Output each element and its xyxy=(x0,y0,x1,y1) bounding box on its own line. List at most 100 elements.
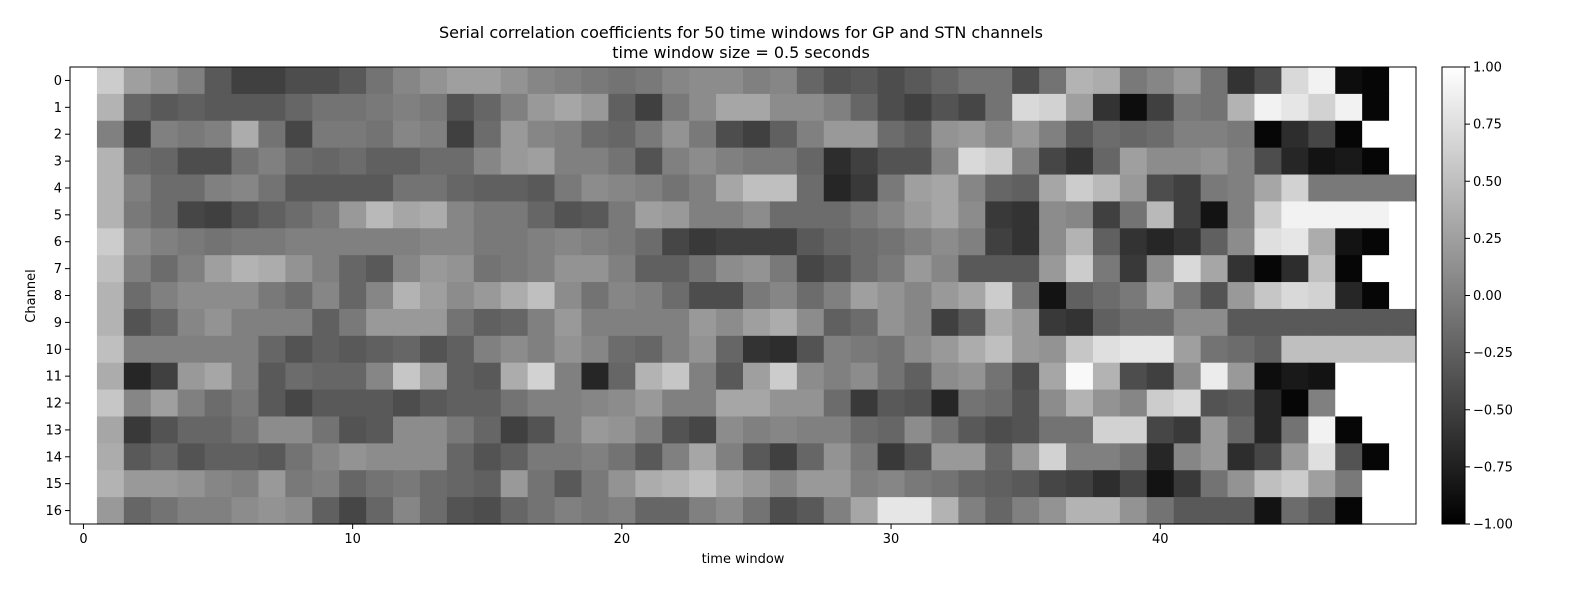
heatmap-cell xyxy=(823,416,852,444)
heatmap-cell xyxy=(743,497,771,525)
heatmap-cell xyxy=(1281,470,1309,498)
heatmap-cell xyxy=(554,282,583,310)
heatmap-cell xyxy=(1146,147,1175,176)
heatmap-cell xyxy=(70,228,98,256)
heatmap-cell xyxy=(177,255,206,283)
heatmap-cell xyxy=(312,497,340,525)
heatmap-cell xyxy=(823,174,852,203)
heatmap-cell xyxy=(150,497,179,525)
heatmap-cell xyxy=(393,389,421,418)
heatmap-cell xyxy=(608,335,636,364)
heatmap-cell xyxy=(743,147,771,176)
heatmap-cell xyxy=(904,362,933,391)
heatmap-cell xyxy=(150,228,179,256)
heatmap-cell xyxy=(769,362,798,391)
heatmap-cell xyxy=(1227,443,1256,471)
heatmap-cell xyxy=(231,228,260,256)
heatmap-cell xyxy=(716,67,744,95)
heatmap-cell xyxy=(393,255,421,283)
heatmap-cell xyxy=(581,147,609,176)
heatmap-cell xyxy=(177,228,206,256)
heatmap-cell xyxy=(769,255,798,283)
heatmap-cell xyxy=(123,67,152,95)
heatmap-cell xyxy=(796,389,825,418)
heatmap-cell xyxy=(985,67,1013,95)
heatmap-cell xyxy=(1173,147,1202,176)
heatmap-cell xyxy=(1389,282,1417,310)
heatmap-cell xyxy=(769,308,798,337)
heatmap-cell xyxy=(850,67,879,95)
heatmap-cell xyxy=(689,282,717,310)
heatmap-cell xyxy=(581,282,609,310)
heatmap-cell xyxy=(931,443,959,471)
heatmap-cell xyxy=(393,174,421,203)
heatmap-cell xyxy=(823,389,852,418)
heatmap-cell xyxy=(204,228,233,256)
heatmap-cell xyxy=(823,362,852,391)
heatmap-cell xyxy=(177,389,206,418)
heatmap-cell xyxy=(904,174,933,203)
heatmap-cell xyxy=(231,443,260,471)
heatmap-cell xyxy=(419,497,448,525)
heatmap-cell xyxy=(958,335,986,364)
heatmap-cell xyxy=(312,443,340,471)
heatmap-cell xyxy=(689,362,717,391)
heatmap-cell xyxy=(823,282,852,310)
heatmap-cell xyxy=(608,416,636,444)
heatmap-cell xyxy=(1308,443,1336,471)
heatmap-cell xyxy=(500,416,529,444)
heatmap-cell xyxy=(1119,174,1148,203)
heatmap-cell xyxy=(312,389,340,418)
heatmap-cell xyxy=(393,308,421,337)
heatmap-cell xyxy=(1362,282,1390,310)
heatmap-cell xyxy=(339,201,367,229)
heatmap-cell xyxy=(500,201,529,229)
heatmap-cell xyxy=(285,416,313,444)
y-tick-label: 15 xyxy=(45,477,62,492)
heatmap-cell xyxy=(339,389,367,418)
heatmap-cell xyxy=(662,497,690,525)
heatmap-cell xyxy=(904,443,933,471)
heatmap-cell xyxy=(796,416,825,444)
heatmap-cell xyxy=(985,228,1013,256)
heatmap-cell xyxy=(285,67,313,95)
heatmap-cell xyxy=(985,282,1013,310)
heatmap-cell xyxy=(312,147,340,176)
heatmap-cell xyxy=(931,228,959,256)
heatmap-cell xyxy=(1066,120,1094,149)
heatmap-cell xyxy=(500,228,529,256)
heatmap-cell xyxy=(554,120,583,149)
heatmap-cell xyxy=(1254,228,1282,256)
heatmap-cell xyxy=(743,416,771,444)
heatmap-cell xyxy=(1335,335,1363,364)
heatmap-cell xyxy=(285,443,313,471)
heatmap-cell xyxy=(366,93,394,122)
heatmap-cell xyxy=(473,308,502,337)
heatmap-cell xyxy=(527,470,556,498)
heatmap-cell xyxy=(796,335,825,364)
heatmap-cell xyxy=(285,228,313,256)
heatmap-cell xyxy=(1389,308,1417,337)
heatmap-cell xyxy=(877,201,906,229)
heatmap-cell xyxy=(1092,362,1121,391)
heatmap-cell xyxy=(285,201,313,229)
heatmap-cell xyxy=(716,389,744,418)
heatmap-cell xyxy=(312,282,340,310)
heatmap-cell xyxy=(554,497,583,525)
heatmap-cell xyxy=(796,255,825,283)
heatmap-cell xyxy=(366,443,394,471)
heatmap-cell xyxy=(554,201,583,229)
heatmap-cell xyxy=(446,93,475,122)
heatmap-cell xyxy=(716,443,744,471)
heatmap-cell xyxy=(1389,93,1417,122)
heatmap-cell xyxy=(393,416,421,444)
heatmap-cell xyxy=(931,470,959,498)
heatmap-cell xyxy=(1066,174,1094,203)
heatmap-cell xyxy=(446,228,475,256)
heatmap-cell xyxy=(446,174,475,203)
heatmap-cell xyxy=(1281,93,1309,122)
heatmap-cell xyxy=(70,147,98,176)
heatmap-cell xyxy=(608,147,636,176)
heatmap-cell xyxy=(1227,362,1256,391)
heatmap-cell xyxy=(1039,497,1067,525)
